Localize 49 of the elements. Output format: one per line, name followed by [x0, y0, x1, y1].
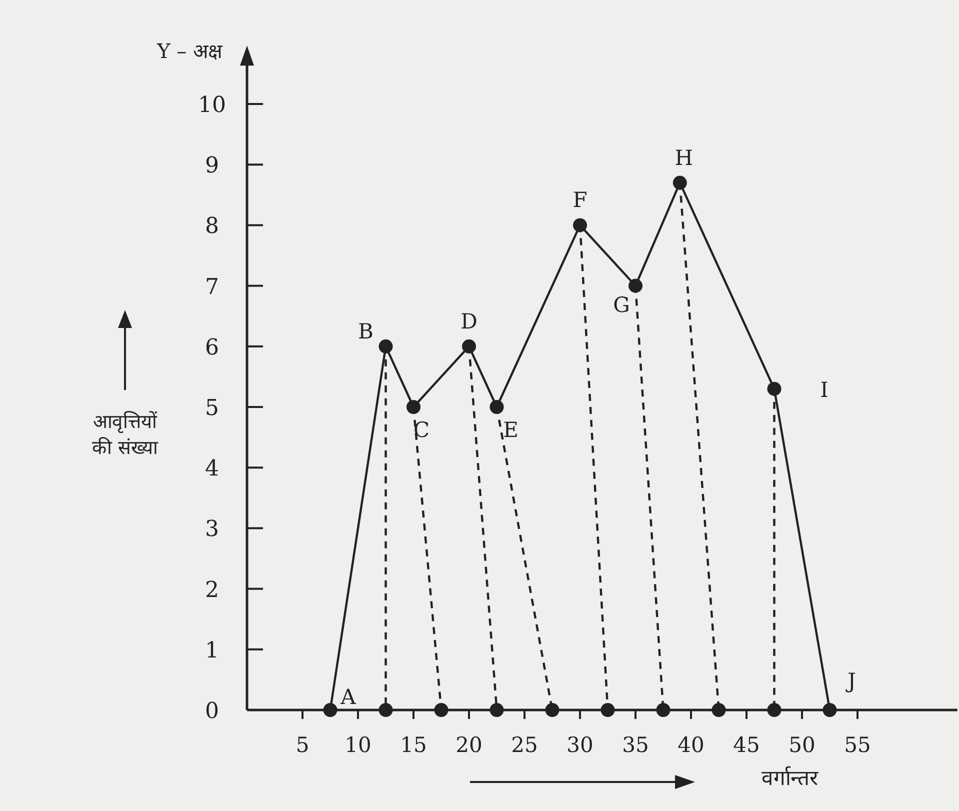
point — [323, 703, 338, 717]
point — [712, 703, 726, 717]
x-tick-label: 30 — [566, 733, 594, 757]
point — [490, 400, 504, 414]
point — [434, 703, 448, 717]
x-tick-label: 10 — [344, 733, 372, 757]
point — [600, 703, 615, 717]
text: Y – अक्ष — [156, 39, 223, 63]
x-tick-label: 5 — [296, 733, 310, 757]
x-tick-label: 25 — [511, 733, 538, 757]
x-tick-label: 55 — [844, 733, 871, 757]
y-tick-label: 10 — [198, 93, 226, 118]
y-tick-label: 9 — [205, 154, 219, 179]
x-axis-title: वर्गान्तर — [762, 766, 818, 790]
point — [462, 339, 476, 354]
annotation: B — [358, 319, 374, 344]
point — [628, 278, 642, 293]
annotation: H — [674, 146, 694, 170]
point — [767, 703, 782, 717]
x-tick-label: 20 — [456, 733, 482, 757]
x-tick-label: 35 — [622, 733, 649, 757]
x-tick-label: 40 — [678, 733, 704, 757]
point — [545, 703, 560, 717]
x-tick-label: 50 — [788, 733, 816, 757]
y-tick-label: 8 — [205, 214, 219, 240]
point — [822, 703, 837, 717]
annotation: D — [460, 309, 478, 334]
y-tick-label: 4 — [205, 456, 219, 482]
point — [490, 703, 504, 717]
annotation: J — [846, 669, 856, 693]
point — [406, 400, 420, 414]
x-tick-label: 45 — [733, 733, 760, 757]
y-axis-title: आवृत्तियों की संख्या — [92, 410, 160, 459]
y-tick-label: 1 — [205, 638, 219, 664]
x-tick-label: 15 — [400, 733, 427, 757]
y-tick-label: 0 — [205, 699, 219, 724]
y-tick-label: 3 — [205, 517, 219, 542]
annotation: F — [572, 188, 588, 212]
y-tick-label: 6 — [205, 335, 219, 360]
annotation: G — [613, 292, 630, 317]
y-tick-label: 7 — [205, 274, 219, 300]
y-tick-label: 2 — [205, 578, 219, 603]
annotation: E — [503, 418, 518, 442]
y-tick-label: 5 — [205, 396, 219, 421]
point — [656, 703, 670, 717]
annotation: I — [820, 378, 828, 402]
point — [378, 703, 393, 717]
annotation: A — [340, 685, 357, 709]
point — [573, 218, 587, 232]
